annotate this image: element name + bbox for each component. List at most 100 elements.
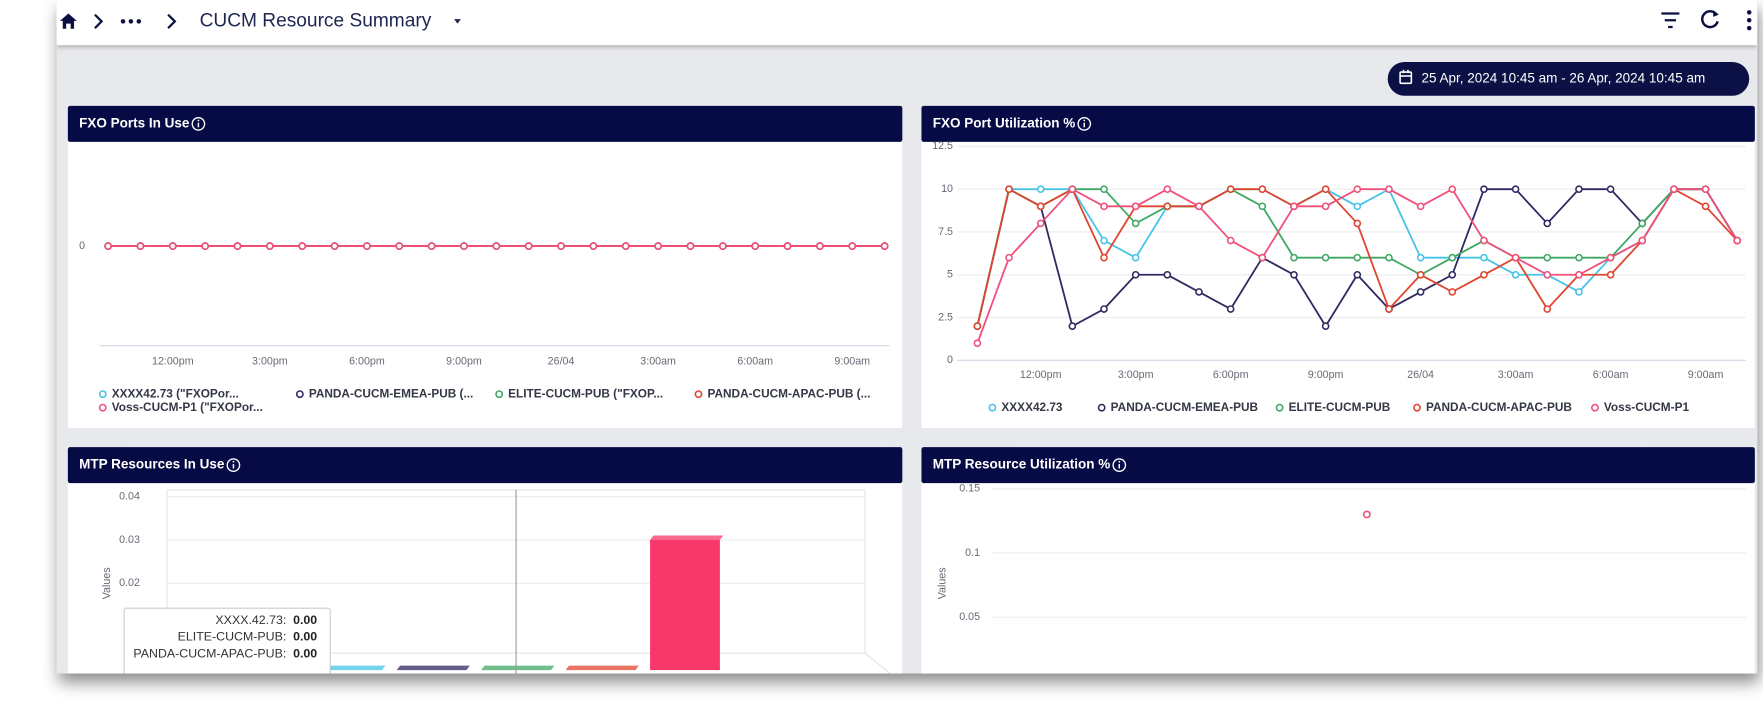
- filter-icon[interactable]: [1661, 12, 1680, 29]
- legend-label[interactable]: ELITE-CUCM-PUB ("FXOP...: [508, 386, 663, 400]
- data-point: [1543, 219, 1552, 228]
- legend-label[interactable]: XXXX42.73 ("FXOPor...: [112, 386, 239, 400]
- data-point: [1670, 185, 1678, 194]
- data-point: [1100, 305, 1108, 313]
- data-point: [1226, 185, 1235, 194]
- y-tick-label: 0.04: [119, 490, 140, 502]
- y-tick-label: 7.5: [938, 226, 953, 238]
- more-icon[interactable]: [120, 19, 142, 24]
- legend-label[interactable]: Voss-CUCM-P1 ("FXOPor...: [112, 400, 263, 414]
- info-icon[interactable]: [1077, 117, 1092, 131]
- info-icon[interactable]: [1112, 458, 1127, 472]
- data-point: [104, 242, 112, 250]
- data-point: [1226, 305, 1235, 313]
- y-tick-label: 0: [79, 240, 85, 252]
- data-point: [1163, 202, 1172, 211]
- data-point: [233, 242, 242, 250]
- bar-top: [481, 665, 555, 671]
- data-point: [1195, 202, 1203, 211]
- info-icon-dot: [1118, 460, 1121, 463]
- data-point: [1321, 322, 1330, 330]
- legend-marker: [1413, 403, 1421, 412]
- panel: FXO Port Utilization % 0 2.5 5 7.5 10 12.5 12:0…: [921, 105, 1755, 428]
- data-point: [589, 242, 598, 250]
- panel-body: [67, 105, 903, 428]
- home-icon[interactable]: [59, 13, 77, 29]
- data-point: [654, 242, 662, 250]
- data-point: [1131, 219, 1140, 228]
- data-point: [1258, 202, 1267, 211]
- data-point: [557, 242, 565, 250]
- x-tick-label: 26/04: [1407, 369, 1434, 381]
- data-point: [1068, 185, 1077, 194]
- chevron: [167, 13, 177, 29]
- data-point: [1575, 185, 1583, 194]
- data-point: [1195, 288, 1203, 296]
- data-point: [1100, 202, 1108, 211]
- data-point: [168, 242, 177, 250]
- x-tick-label: 3:00am: [1498, 369, 1534, 381]
- data-point: [1005, 185, 1013, 194]
- x-tick-label: 6:00am: [1593, 369, 1629, 381]
- data-point: [1100, 185, 1108, 194]
- data-point: [1353, 185, 1362, 194]
- data-point: [427, 242, 436, 250]
- legend-marker: [694, 390, 703, 399]
- data-point: [1036, 202, 1045, 211]
- data-point: [1068, 322, 1077, 330]
- legend-label[interactable]: Voss-CUCM-P1: [1604, 400, 1690, 414]
- info-icon[interactable]: [191, 117, 206, 131]
- x-tick-label: 9:00am: [1688, 369, 1724, 381]
- bar-top: [565, 665, 639, 671]
- data-point: [1005, 253, 1013, 262]
- data-point: [1575, 253, 1583, 262]
- y-tick-label: 0.15: [959, 483, 980, 495]
- data-point: [363, 242, 371, 250]
- data-point: [1511, 253, 1520, 262]
- data-point: [1258, 253, 1267, 262]
- legend-label[interactable]: ELITE-CUCM-PUB: [1289, 400, 1391, 414]
- data-point: [816, 242, 824, 250]
- kebab-icon[interactable]: [1746, 10, 1752, 31]
- data-point: [719, 242, 727, 250]
- legend-label[interactable]: PANDA-CUCM-APAC-PUB: [1426, 400, 1572, 414]
- data-point: [1606, 270, 1615, 279]
- date-range-picker[interactable]: [1387, 61, 1750, 96]
- panel: FXO Ports In Use 0 12:00pm 3:00pm 6:00pm 9:00…: [67, 105, 903, 428]
- data-point: [1321, 202, 1330, 211]
- data-point: [1543, 270, 1552, 279]
- legend-marker: [495, 390, 504, 399]
- data-point: [460, 242, 468, 250]
- legend-label[interactable]: PANDA-CUCM-EMEA-PUB: [1111, 400, 1258, 414]
- page-title[interactable]: CUCM Resource Summary: [200, 10, 432, 31]
- data-point: [1100, 236, 1108, 245]
- data-point: [783, 242, 792, 250]
- data-point: [1701, 202, 1710, 211]
- legend-label[interactable]: PANDA-CUCM-APAC-PUB (...: [708, 386, 871, 400]
- dropdown-caret[interactable]: [454, 19, 461, 24]
- panel-title: FXO Ports In Use: [79, 115, 190, 130]
- data-point: [1416, 270, 1425, 279]
- data-point: [621, 242, 630, 250]
- x-tick-label: 12:00pm: [1020, 369, 1062, 381]
- data-point: [1163, 185, 1172, 194]
- data-point: [1480, 253, 1488, 262]
- info-icon[interactable]: [226, 458, 241, 472]
- data-point: [1290, 202, 1298, 211]
- data-point: [1036, 185, 1045, 194]
- data-point: [1163, 270, 1172, 279]
- data-point: [1416, 202, 1425, 211]
- legend-label[interactable]: XXXX42.73: [1001, 400, 1063, 414]
- y-tick-label: 0: [947, 354, 953, 366]
- data-point: [973, 339, 982, 348]
- legend-label[interactable]: PANDA-CUCM-EMEA-PUB (...: [309, 386, 474, 400]
- data-point: [1448, 288, 1457, 296]
- refresh-icon[interactable]: [1701, 10, 1719, 29]
- x-tick-label: 9:00pm: [446, 355, 482, 367]
- data-point: [1353, 253, 1362, 262]
- y-tick-label: 0.1: [965, 547, 980, 559]
- info-icon-dot: [1083, 119, 1086, 122]
- legend-marker: [98, 390, 107, 399]
